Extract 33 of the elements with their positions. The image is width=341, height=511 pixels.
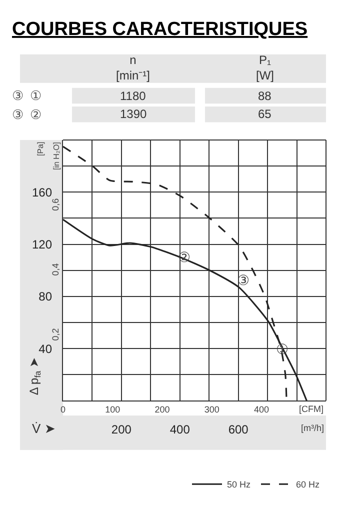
y-axis-title: [Pa] <box>36 142 45 156</box>
text: 1390 <box>120 107 148 121</box>
x-tick-label: 200 <box>111 422 132 436</box>
chart-title: COURBES CARACTERISTIQUES <box>12 19 308 40</box>
y2-tick-label: 0,6 <box>50 198 60 211</box>
y-tick-label: 40 <box>38 342 52 356</box>
text: ① <box>30 88 42 103</box>
text: ③ <box>12 107 24 122</box>
y-tick-label: 160 <box>32 185 52 200</box>
text: 1180 <box>120 89 146 103</box>
text: ② <box>30 107 42 122</box>
x2-axis-title: [CFM] <box>299 404 324 414</box>
text: ③ <box>12 88 24 103</box>
y2-tick-label: 0,4 <box>50 263 60 276</box>
x2-tick-label: 100 <box>105 404 120 415</box>
text: n [min⁻¹] <box>116 53 150 83</box>
x2-tick-label: 300 <box>204 404 220 415</box>
text: 65 <box>258 107 272 121</box>
legend-label: 60 Hz <box>296 480 320 490</box>
legend-label: 50 Hz <box>227 480 252 490</box>
y-tick-label: 80 <box>38 290 52 304</box>
y2-axis-title: [in H₂O] <box>52 142 61 170</box>
x-tick-label: 600 <box>228 422 249 436</box>
x2-tick-label: 400 <box>254 404 270 415</box>
x-tick-label: 400 <box>170 422 190 436</box>
x2-tick-label: 0 <box>60 404 66 415</box>
x2-tick-label: 200 <box>154 404 170 415</box>
text: V̇ ➤ <box>32 421 56 436</box>
x-axis-title: [m³/h] <box>301 423 324 433</box>
text: P₁ [W] <box>256 53 274 83</box>
y-tick-label: 120 <box>32 238 52 252</box>
text: 88 <box>258 89 272 103</box>
y2-tick-label: 0,2 <box>50 328 60 341</box>
